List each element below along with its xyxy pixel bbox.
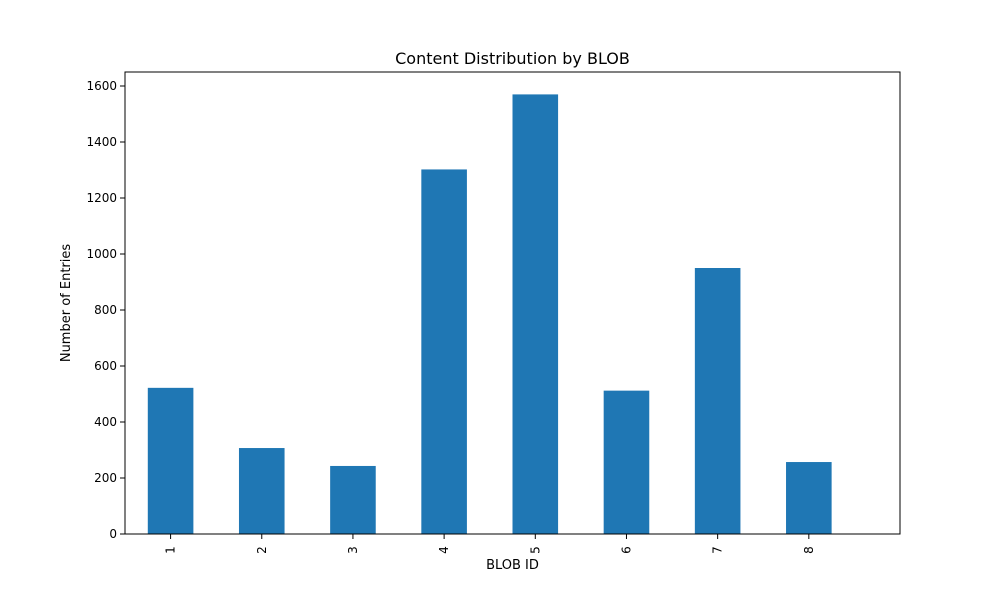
x-axis-label: BLOB ID bbox=[486, 558, 539, 573]
y-tick-label: 1200 bbox=[86, 191, 117, 205]
y-tick-label: 1000 bbox=[86, 247, 117, 261]
y-axis: 0 200 400 600 800 1000 1200 1400 1600 bbox=[86, 79, 125, 541]
y-tick-label: 200 bbox=[94, 471, 117, 485]
y-axis-label: Number of Entries bbox=[59, 244, 74, 363]
bar-2 bbox=[238, 448, 285, 534]
x-tick-label: 8 bbox=[802, 546, 816, 554]
bar-3 bbox=[330, 465, 376, 534]
y-tick-label: 0 bbox=[109, 527, 117, 541]
bar-1 bbox=[147, 387, 194, 534]
y-tick-label: 1600 bbox=[86, 79, 117, 93]
bar-4 bbox=[421, 169, 467, 534]
bar-5 bbox=[512, 94, 559, 535]
x-tick-label: 4 bbox=[437, 546, 451, 554]
y-tick-label: 1400 bbox=[86, 135, 117, 149]
bars bbox=[147, 94, 832, 535]
bar-6 bbox=[603, 390, 650, 534]
x-tick-label: 7 bbox=[711, 546, 725, 554]
x-tick-label: 1 bbox=[164, 546, 178, 554]
x-tick-label: 2 bbox=[255, 546, 269, 554]
x-tick-label: 3 bbox=[346, 546, 360, 554]
x-tick-label: 5 bbox=[528, 546, 542, 554]
bar-7 bbox=[694, 268, 741, 534]
chart-title: Content Distribution by BLOB bbox=[395, 49, 630, 68]
y-tick-label: 600 bbox=[94, 359, 117, 373]
x-tick-label: 6 bbox=[619, 546, 633, 554]
plot-frame bbox=[124, 71, 901, 535]
y-tick-label: 800 bbox=[94, 303, 117, 317]
y-tick-label: 400 bbox=[94, 415, 117, 429]
bar-8 bbox=[786, 462, 832, 534]
x-axis: 1 2 3 4 5 6 7 8 bbox=[164, 534, 816, 554]
